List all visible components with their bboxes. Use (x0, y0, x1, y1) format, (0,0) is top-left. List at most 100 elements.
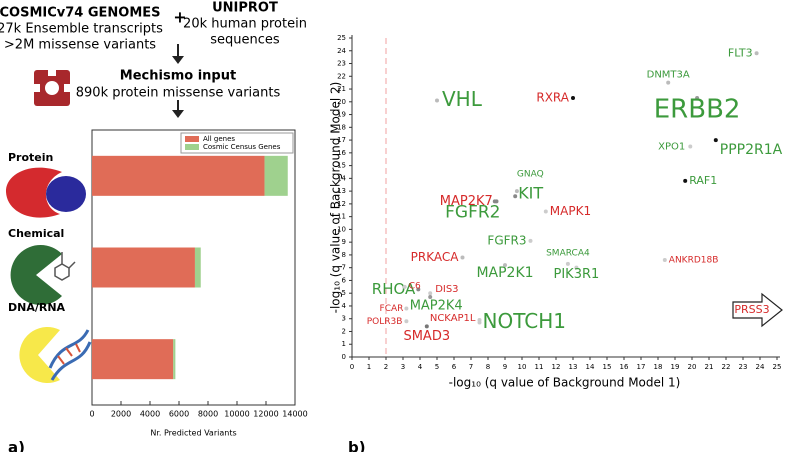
point-label: MAPK1 (550, 204, 591, 218)
point (543, 209, 548, 214)
arrow (172, 44, 184, 118)
input-title: Mechismo input (120, 69, 236, 84)
x-tick-label: 14000 (282, 410, 307, 419)
x-axis-label: Nr. Predicted Variants (150, 429, 236, 438)
point (514, 189, 519, 194)
y-tick-label: 24 (337, 47, 346, 55)
x-tick-label: 6000 (169, 410, 189, 419)
point-label: FGFR3 (487, 233, 526, 247)
point-label: DNMT3A (647, 70, 690, 81)
point (494, 199, 499, 204)
point-label: DIS3 (435, 284, 458, 295)
point-label: POLR3B (367, 317, 403, 327)
y-tick-label: 8 (342, 251, 346, 259)
point-label: SMAD3 (403, 329, 450, 344)
point (428, 291, 433, 296)
y-tick-label: 7 (342, 264, 346, 272)
y-tick-label: 10 (337, 225, 346, 233)
x-tick-label: 20 (688, 363, 697, 371)
y-tick-label: 16 (337, 149, 346, 157)
y-tick-label: 12 (337, 200, 346, 208)
point (404, 319, 409, 324)
y-axis-label: -log₁₀ (q value of Background Model 2) (329, 82, 343, 314)
bar-segment (92, 339, 174, 380)
y-tick-label: 3 (342, 315, 346, 323)
point-label: MAP2K1 (476, 265, 533, 281)
source-text: >2M missense variants (4, 38, 156, 53)
x-tick-label: 6 (452, 363, 457, 371)
point-label: SMARCA4 (546, 248, 590, 258)
y-tick-label: 5 (342, 289, 346, 297)
annotation: PRSS3 (734, 303, 769, 316)
point (666, 80, 671, 85)
y-tick-label: 0 (342, 353, 346, 361)
y-tick-label: 11 (337, 213, 346, 221)
point-label: FLT3 (728, 46, 753, 59)
x-tick-label: 7 (469, 363, 473, 371)
point-label: RXRA (536, 90, 569, 104)
point (435, 98, 439, 103)
plus: + (173, 8, 186, 27)
protein-icon (5, 167, 86, 218)
point (402, 284, 407, 289)
x-tick-label: 14 (586, 363, 595, 371)
bar-segment (173, 339, 176, 380)
point (683, 178, 688, 183)
x-tick-label: 8000 (198, 410, 218, 419)
y-tick-label: 15 (337, 162, 346, 170)
point (503, 263, 507, 268)
x-tick-label: 13 (569, 363, 578, 371)
y-tick-label: 6 (342, 276, 347, 284)
y-tick-label: 23 (337, 60, 346, 68)
x-tick-label: 10 (518, 363, 527, 371)
x-tick-label: 18 (654, 363, 663, 371)
panel-label: b) (348, 439, 366, 452)
x-tick-label: 5 (435, 363, 439, 371)
legend-label: Cosmic Census Genes (203, 143, 281, 151)
x-tick-label: 4 (418, 363, 423, 371)
legend-box (180, 132, 294, 154)
point (424, 324, 429, 329)
x-tick-label: 17 (637, 363, 646, 371)
x-tick-label: 0 (89, 410, 94, 419)
bar-segment (92, 155, 265, 196)
point (460, 255, 465, 260)
point (688, 144, 693, 149)
x-axis-label: -log₁₀ (q value of Background Model 1) (449, 376, 681, 390)
point-label: ANKRD18B (669, 256, 719, 266)
y-tick-label: 2 (342, 327, 346, 335)
x-tick-label: 8 (486, 363, 490, 371)
x-tick-label: 4000 (140, 410, 160, 419)
legend-label: All genes (203, 135, 235, 143)
x-tick-label: 2000 (111, 410, 131, 419)
point-label: NOTCH1 (483, 309, 566, 333)
source-text: 27k Ensemble transcripts (0, 22, 163, 37)
point (662, 258, 667, 263)
point-label: KIT (518, 184, 543, 203)
point (571, 95, 575, 100)
x-tick-label: 21 (705, 363, 714, 371)
point-label: GNAQ (517, 170, 544, 180)
point-label: FGFR2 (445, 202, 500, 222)
bar-segment (264, 155, 288, 196)
category-label: DNA/RNA (8, 301, 66, 314)
x-tick-label: 16 (620, 363, 629, 371)
annotation-arrow (732, 292, 783, 328)
y-tick-label: 22 (337, 72, 346, 80)
source-title: COSMICv74 GENOMES (0, 6, 161, 21)
y-tick-label: 14 (337, 174, 346, 182)
y-tick-label: 20 (337, 98, 346, 106)
y-tick-label: 21 (337, 85, 346, 93)
point (528, 238, 533, 243)
x-tick-label: 9 (503, 363, 507, 371)
bar-segment (92, 247, 195, 288)
legend-swatch (185, 144, 199, 150)
x-tick-label: 1 (367, 363, 371, 371)
mechismo-logo (34, 70, 70, 106)
point-label: RAF1 (689, 174, 717, 187)
x-tick-label: 12000 (253, 410, 278, 419)
point-label: PRKACA (411, 250, 460, 264)
source-text: 20k human protein (183, 17, 307, 32)
